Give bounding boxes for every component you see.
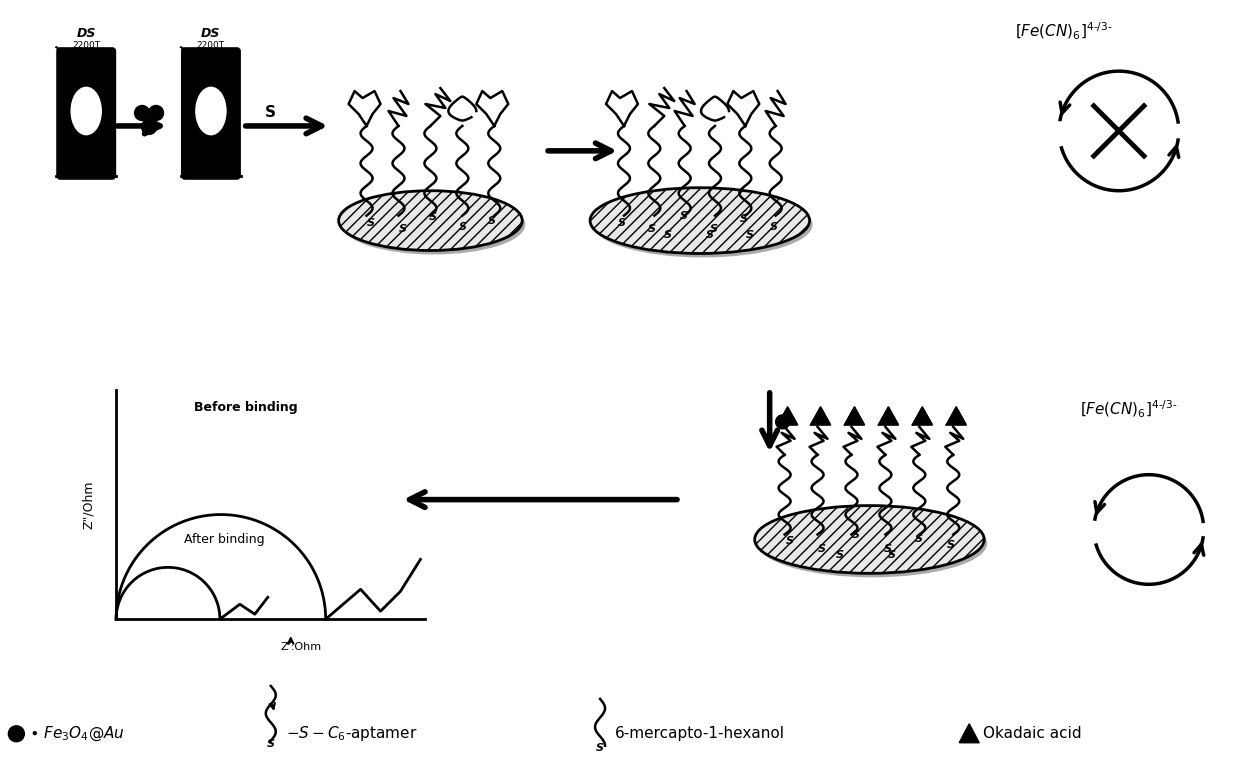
FancyBboxPatch shape (182, 48, 239, 178)
Text: S: S (947, 541, 955, 551)
Polygon shape (960, 724, 980, 742)
Text: Z':Ohm: Z':Ohm (280, 642, 321, 652)
Text: S: S (817, 545, 826, 555)
Circle shape (9, 726, 25, 742)
Text: S: S (649, 224, 656, 234)
Text: S: S (265, 105, 277, 121)
Text: DS: DS (201, 26, 221, 40)
Text: $-S-C_6\text{-aptamer}$: $-S-C_6\text{-aptamer}$ (285, 724, 417, 743)
Text: S: S (618, 217, 626, 227)
Polygon shape (913, 407, 932, 425)
Text: $\bullet$ $Fe_3O_4@Au$: $\bullet$ $Fe_3O_4@Au$ (30, 724, 125, 743)
Ellipse shape (71, 87, 102, 135)
Text: S: S (596, 742, 604, 753)
Text: S: S (429, 212, 436, 221)
Text: S: S (398, 224, 407, 234)
Circle shape (776, 415, 790, 429)
Text: S: S (786, 537, 794, 546)
Polygon shape (878, 407, 898, 425)
Text: S: S (770, 221, 777, 231)
Text: DS: DS (77, 26, 95, 40)
Ellipse shape (758, 509, 987, 577)
Text: S: S (836, 551, 843, 560)
Text: S: S (706, 230, 714, 240)
Circle shape (141, 119, 156, 135)
Ellipse shape (342, 195, 526, 255)
Text: S: S (915, 534, 924, 545)
Text: $[Fe(CN)_6]^{4\text{-}/3\text{-}}$: $[Fe(CN)_6]^{4\text{-}/3\text{-}}$ (1080, 400, 1178, 421)
Circle shape (149, 105, 164, 121)
Ellipse shape (590, 188, 810, 253)
Text: $[Fe(CN)_6]^{4\text{-}/3\text{-}}$: $[Fe(CN)_6]^{4\text{-}/3\text{-}}$ (1016, 21, 1112, 42)
Ellipse shape (339, 191, 522, 251)
Text: S: S (888, 551, 895, 560)
Polygon shape (777, 407, 797, 425)
Text: S: S (663, 230, 672, 240)
Circle shape (135, 105, 150, 121)
Text: S: S (489, 216, 496, 226)
Text: S: S (367, 217, 374, 227)
Polygon shape (844, 407, 864, 425)
Text: Okadaic acid: Okadaic acid (983, 726, 1081, 742)
Polygon shape (811, 407, 831, 425)
Ellipse shape (593, 192, 812, 258)
Text: 2200T: 2200T (197, 41, 224, 50)
Text: S: S (709, 224, 718, 234)
Text: S: S (852, 530, 859, 541)
Text: S: S (740, 213, 748, 224)
Polygon shape (946, 407, 966, 425)
Text: Before binding: Before binding (193, 401, 298, 414)
Text: S: S (745, 230, 754, 240)
Text: 2200T: 2200T (72, 41, 100, 50)
Text: 6-mercapto-1-hexanol: 6-mercapto-1-hexanol (615, 726, 785, 742)
Text: Z"/Ohm: Z"/Ohm (82, 481, 94, 529)
Text: S: S (883, 545, 892, 555)
Text: After binding: After binding (184, 533, 264, 546)
Text: S: S (680, 210, 688, 220)
Ellipse shape (755, 506, 985, 573)
Ellipse shape (196, 87, 226, 135)
FancyBboxPatch shape (57, 48, 115, 178)
Text: S: S (267, 738, 275, 749)
Text: S: S (459, 221, 466, 231)
